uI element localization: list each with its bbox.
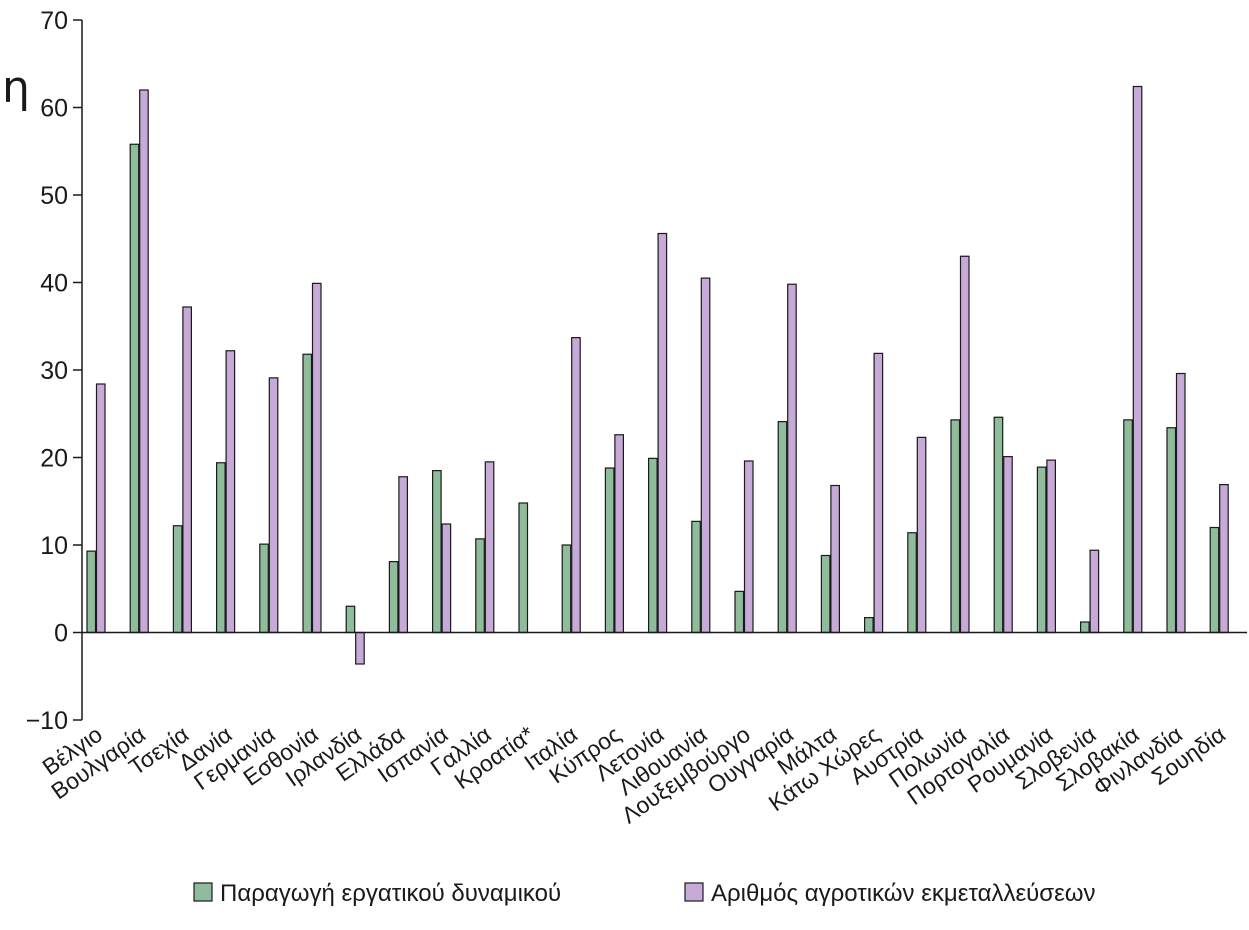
bar-series-2 (916, 436, 927, 634)
bar-series-1 (561, 544, 572, 634)
legend-swatch-series-2 (684, 882, 704, 902)
legend-label-series-1: Παραγωγή εργατικού δυναμικού (220, 880, 561, 907)
y-tick-label: 20 (40, 445, 68, 473)
y-axis: −10 0 10 20 30 40 50 60 70 (26, 7, 83, 735)
bar-series-1 (216, 462, 226, 634)
bar-series-1 (1166, 427, 1177, 634)
bar-series-1 (1123, 419, 1133, 634)
bar-series-1 (345, 605, 356, 634)
bar-series-1 (518, 502, 529, 634)
bar-series-1 (863, 617, 874, 634)
bar-series-1 (302, 353, 313, 634)
bar-series-1 (777, 421, 788, 634)
bar-series-1 (604, 467, 615, 634)
bar-series-2 (614, 434, 625, 634)
bar-series-1 (129, 143, 140, 634)
bar-series-2 (787, 283, 797, 634)
bar-series-1 (907, 532, 917, 634)
legend-label-series-2: Αριθμός αγροτικών εκμεταλλεύσεων (711, 880, 1096, 907)
bar-series-2 (1046, 459, 1057, 634)
bar-series-1 (820, 554, 831, 634)
bar-series-2 (139, 89, 149, 634)
bar-series-2 (441, 523, 452, 634)
bar-series-1 (950, 419, 961, 634)
bar-series-2 (1175, 372, 1186, 634)
bar-series-2 (225, 350, 236, 634)
bar-series-2 (700, 277, 711, 634)
y-tick-label: −10 (26, 707, 68, 735)
bar-series-1 (1036, 466, 1047, 634)
bar-series-2 (657, 232, 668, 634)
y-tick-label: 50 (40, 182, 68, 210)
y-tick-label: 0 (54, 620, 68, 648)
y-tick-label: 70 (40, 7, 68, 35)
bar-series-1 (172, 525, 183, 634)
bar-series-2 (830, 484, 841, 634)
bar-series-2 (873, 352, 884, 634)
bar-series-1 (86, 550, 97, 634)
bar-series-1 (647, 457, 658, 634)
bar-series-1 (259, 543, 269, 634)
bar-series-2 (311, 282, 322, 634)
bar-series-2 (95, 383, 106, 634)
bar-series-2 (743, 460, 754, 634)
y-tick-label: 60 (40, 95, 68, 123)
bar-series-2 (1003, 456, 1013, 634)
bar-series-2 (355, 631, 365, 665)
y-tick-label: 40 (40, 270, 68, 298)
category-labels: ΒέλγιοΒουλγαρίαΤσεχίαΔανίαΓερμανίαΕσθονί… (37, 721, 1230, 829)
legend-swatch-series-1 (193, 882, 213, 902)
legend: Παραγωγή εργατικού δυναμικού Αριθμός αγρο… (193, 880, 1096, 907)
bar-series-1 (432, 470, 442, 634)
y-tick-label: 30 (40, 357, 68, 385)
bar-series-1 (691, 520, 701, 634)
bar-series-2 (1089, 549, 1100, 634)
cropped-text-fragment: η (2, 62, 30, 113)
bar-series-1 (993, 416, 1004, 634)
bar-series-2 (268, 377, 279, 634)
bar-series-2 (182, 306, 192, 634)
bars-group (86, 85, 1229, 665)
bar-series-1 (475, 538, 485, 634)
bar-series-1 (1079, 621, 1090, 634)
bar-series-2 (571, 337, 581, 634)
bar-series-2 (398, 476, 408, 634)
bar-series-2 (1132, 85, 1143, 634)
bar-series-2 (959, 255, 970, 634)
bar-series-2 (1219, 484, 1229, 634)
bar-series-1 (388, 561, 399, 634)
bar-series-1 (734, 590, 745, 634)
bar-series-1 (1209, 526, 1220, 634)
bar-series-2 (484, 461, 495, 634)
y-tick-label: 10 (40, 532, 68, 560)
